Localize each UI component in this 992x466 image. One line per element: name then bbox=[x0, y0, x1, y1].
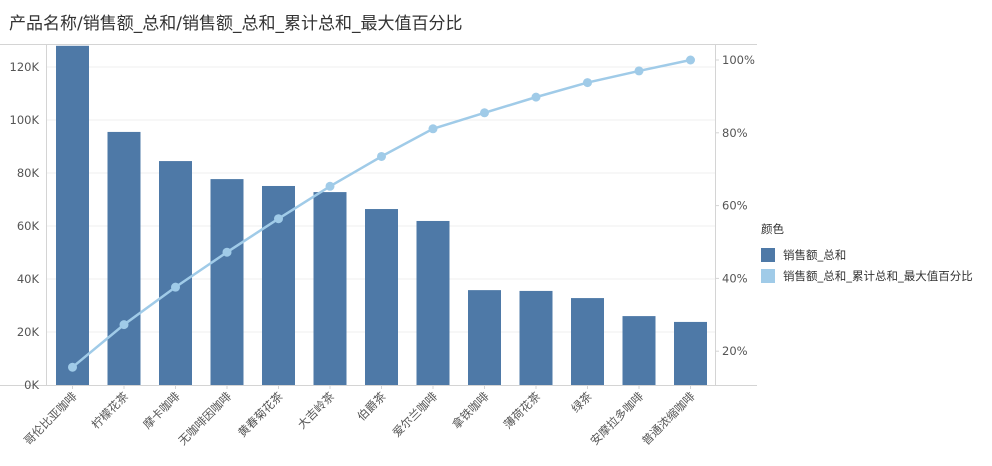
legend-swatch-icon bbox=[761, 247, 775, 262]
bar[interactable] bbox=[571, 298, 604, 385]
svg-text:40%: 40% bbox=[722, 271, 748, 285]
svg-text:0K: 0K bbox=[24, 378, 39, 392]
line-series bbox=[68, 55, 695, 372]
svg-text:20%: 20% bbox=[722, 344, 748, 358]
svg-text:60K: 60K bbox=[17, 219, 40, 233]
svg-text:拿铁咖啡: 拿铁咖啡 bbox=[449, 389, 492, 432]
bar-series bbox=[56, 45, 707, 386]
svg-text:80K: 80K bbox=[17, 166, 40, 180]
bar[interactable] bbox=[468, 290, 501, 385]
svg-text:爱尔兰咖啡: 爱尔兰咖啡 bbox=[390, 389, 441, 440]
legend-swatch-icon bbox=[761, 268, 775, 283]
bar[interactable] bbox=[313, 192, 347, 385]
svg-text:100K: 100K bbox=[10, 113, 40, 127]
bar[interactable] bbox=[622, 316, 656, 385]
svg-text:绿茶: 绿茶 bbox=[568, 389, 595, 416]
svg-text:黄春菊花茶: 黄春菊花茶 bbox=[235, 389, 286, 440]
line-point[interactable] bbox=[531, 92, 541, 102]
line-point[interactable] bbox=[634, 66, 644, 76]
left-axis-ticks: 0K 20K 40K 60K 80K 100K 120K bbox=[10, 60, 40, 392]
svg-text:无咖啡因咖啡: 无咖啡因咖啡 bbox=[175, 389, 234, 448]
bar[interactable] bbox=[159, 161, 192, 385]
line-point[interactable] bbox=[68, 362, 77, 372]
svg-text:100%: 100% bbox=[722, 53, 755, 67]
line-point[interactable] bbox=[428, 124, 438, 134]
legend-item-cumulative-pct[interactable]: 销售额_总和_累计总和_最大值百分比 bbox=[761, 265, 973, 286]
svg-text:80%: 80% bbox=[722, 126, 748, 140]
line-point[interactable] bbox=[274, 214, 283, 224]
legend-label: 销售额_总和 bbox=[783, 247, 847, 262]
svg-text:120K: 120K bbox=[10, 60, 40, 74]
svg-text:薄荷花茶: 薄荷花茶 bbox=[501, 389, 544, 432]
line-point[interactable] bbox=[119, 320, 129, 330]
bar[interactable] bbox=[56, 45, 89, 386]
svg-text:大吉岭茶: 大吉岭茶 bbox=[295, 389, 338, 432]
line-point[interactable] bbox=[377, 151, 386, 161]
legend-label: 销售额_总和_累计总和_最大值百分比 bbox=[783, 268, 973, 283]
right-axis-ticks: 20% 40% 60% 80% 100% bbox=[715, 53, 755, 358]
bar[interactable] bbox=[416, 220, 450, 385]
svg-text:柠檬花茶: 柠檬花茶 bbox=[89, 389, 132, 432]
line-point[interactable] bbox=[686, 55, 695, 65]
svg-text:哥伦比亚咖啡: 哥伦比亚咖啡 bbox=[21, 389, 80, 448]
line-point[interactable] bbox=[583, 78, 592, 88]
bar[interactable] bbox=[210, 179, 244, 385]
svg-text:20K: 20K bbox=[17, 325, 40, 339]
svg-text:40K: 40K bbox=[17, 272, 40, 286]
svg-text:摩卡咖啡: 摩卡咖啡 bbox=[140, 389, 183, 432]
svg-text:安摩拉多咖啡: 安摩拉多咖啡 bbox=[587, 389, 646, 448]
legend-item-sales-sum[interactable]: 销售额_总和 bbox=[761, 244, 973, 265]
axes bbox=[0, 44, 757, 389]
chart-title: 产品名称/销售额_总和/销售额_总和_累计总和_最大值百分比 bbox=[9, 14, 463, 34]
legend: 颜色 销售额_总和 销售额_总和_累计总和_最大值百分比 bbox=[761, 221, 973, 286]
line-point[interactable] bbox=[480, 108, 489, 118]
svg-text:60%: 60% bbox=[722, 199, 748, 213]
svg-text:伯爵茶: 伯爵茶 bbox=[354, 389, 389, 424]
line-point[interactable] bbox=[171, 282, 180, 292]
bar[interactable] bbox=[107, 131, 141, 385]
bar[interactable] bbox=[365, 209, 398, 385]
bar[interactable] bbox=[519, 290, 553, 385]
bar[interactable] bbox=[674, 321, 707, 385]
line-point[interactable] bbox=[325, 181, 335, 191]
legend-title: 颜色 bbox=[761, 222, 784, 236]
line-point[interactable] bbox=[222, 247, 232, 257]
svg-text:普通浓缩咖啡: 普通浓缩咖啡 bbox=[639, 389, 698, 448]
